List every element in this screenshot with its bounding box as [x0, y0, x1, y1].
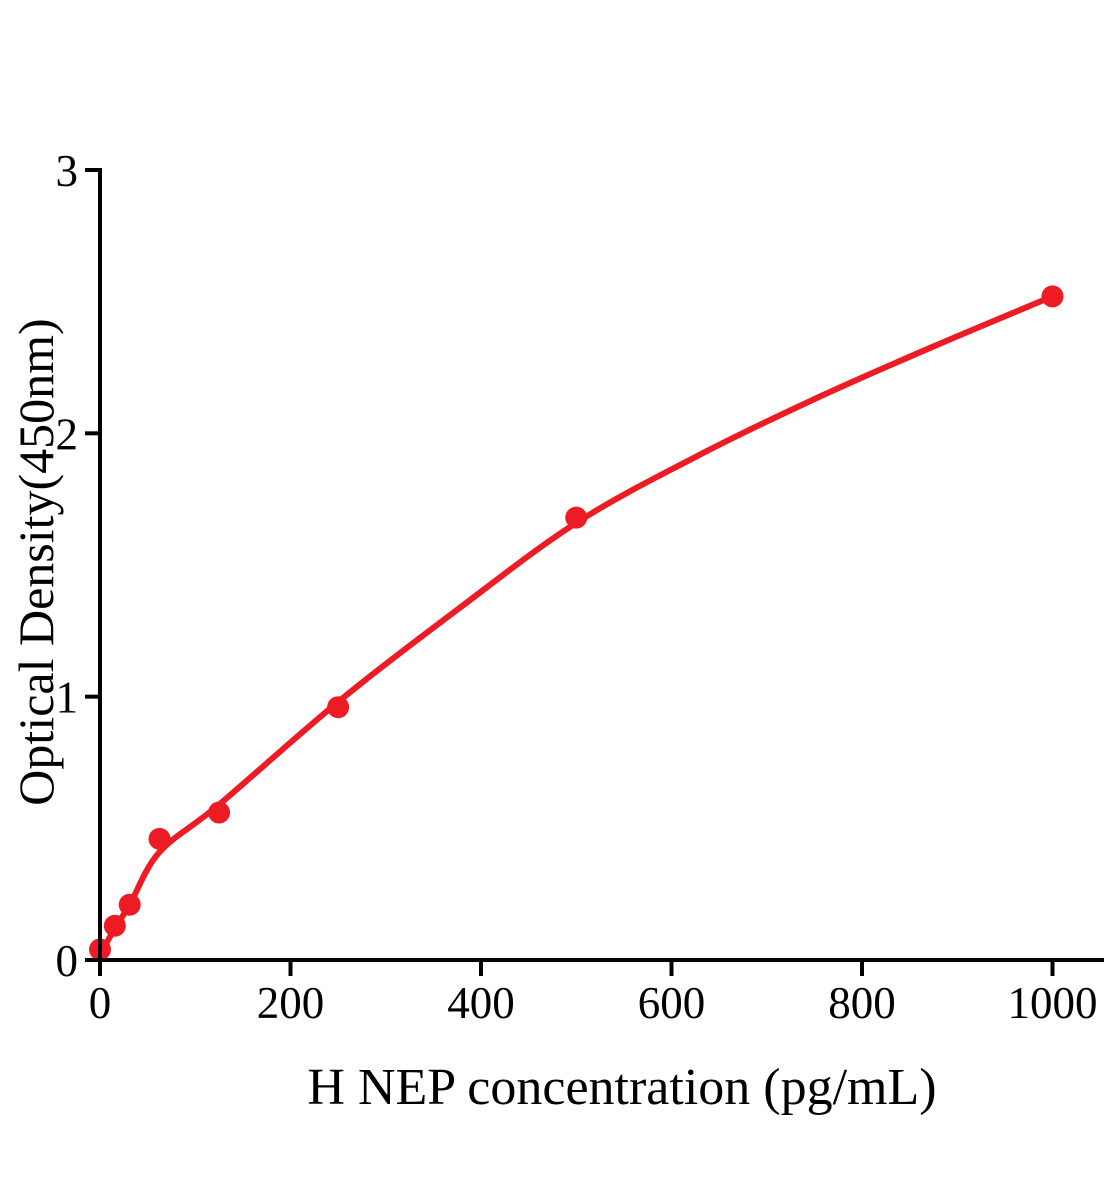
data-point: [1041, 285, 1064, 308]
x-tick-label: 1000: [1008, 978, 1098, 1028]
data-point: [208, 801, 231, 824]
data-point: [148, 827, 171, 850]
y-axis-title: Optical Density(450nm): [8, 318, 64, 806]
y-tick-label: 3: [56, 146, 79, 196]
x-axis-title: H NEP concentration (pg/mL): [307, 1059, 937, 1116]
data-point: [118, 893, 141, 916]
x-tick-label: 600: [638, 978, 706, 1028]
fit-curve: [97, 293, 1056, 958]
x-tick-label: 0: [89, 978, 112, 1028]
y-tick-label: 0: [56, 936, 79, 986]
x-tick-label: 200: [257, 978, 325, 1028]
y-tick-label: 1: [56, 673, 79, 723]
x-tick-label: 400: [447, 978, 515, 1028]
y-tick-label: 2: [56, 409, 79, 459]
data-point: [327, 696, 350, 719]
data-point: [103, 914, 126, 937]
x-tick-label: 800: [828, 978, 896, 1028]
data-point: [565, 506, 588, 529]
